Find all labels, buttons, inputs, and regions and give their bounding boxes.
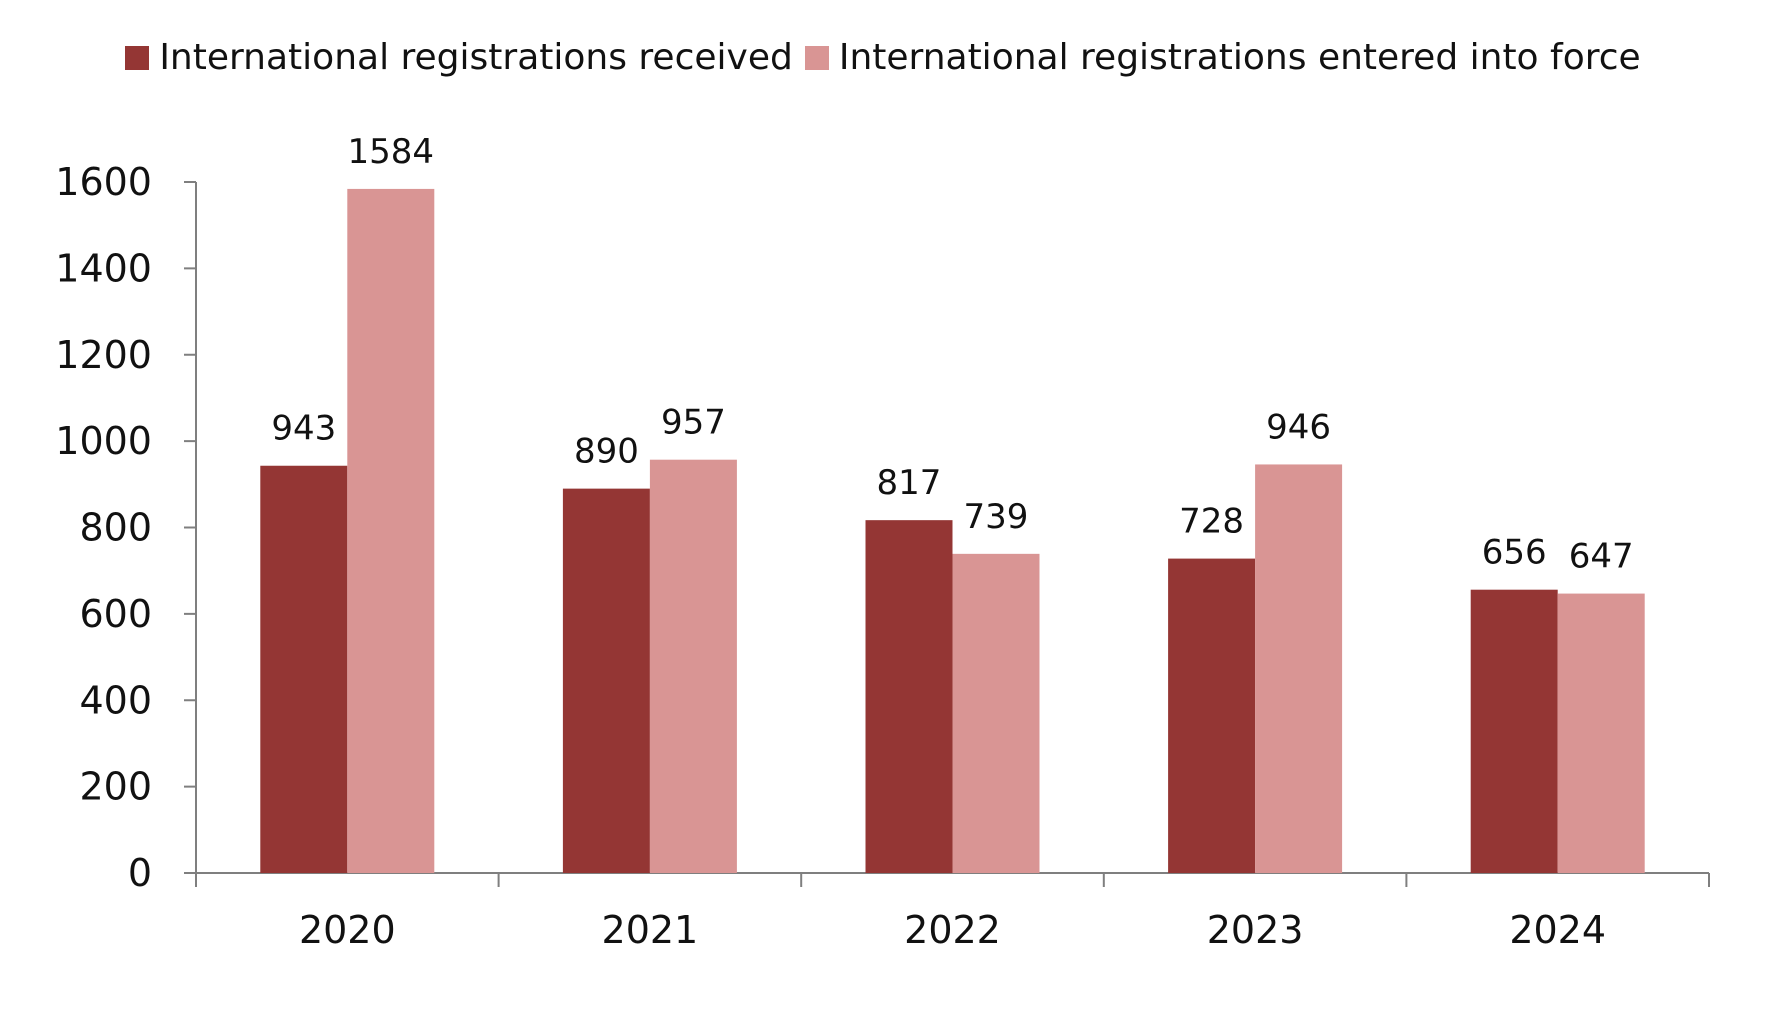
- bar-received: [1168, 559, 1255, 873]
- bar-received: [866, 520, 953, 873]
- data-label-received: 943: [271, 409, 336, 449]
- data-label-entered-into-force: 647: [1569, 537, 1634, 577]
- y-tick-label: 1400: [55, 246, 152, 290]
- data-label-entered-into-force: 1584: [348, 132, 435, 172]
- bar-entered-into-force: [650, 460, 737, 873]
- x-category-label: 2022: [904, 908, 1001, 952]
- y-tick-label: 800: [79, 506, 152, 550]
- bar-entered-into-force: [953, 554, 1040, 873]
- x-category-label: 2021: [602, 908, 699, 952]
- bar-received: [563, 489, 650, 873]
- data-label-entered-into-force: 957: [661, 403, 726, 443]
- bar-entered-into-force: [1558, 594, 1645, 873]
- data-labels-group: 943 1584 890 957 817 739 728 946 656 647: [271, 132, 1633, 577]
- bar-received: [1471, 590, 1558, 873]
- bar-received: [260, 466, 347, 873]
- bars-group: [260, 189, 1644, 873]
- y-tick-label: 0: [128, 851, 152, 895]
- data-label-received: 817: [877, 463, 942, 503]
- x-category-label: 2020: [299, 908, 396, 952]
- data-label-received: 890: [574, 432, 639, 472]
- data-label-entered-into-force: 946: [1266, 407, 1331, 447]
- y-tick-label: 400: [79, 678, 152, 722]
- y-axis: 0 200 400 600 800 1000 1200 1400 1600: [55, 160, 196, 895]
- x-axis: 2020 2021 2022 2023 2024: [196, 873, 1709, 952]
- y-tick-label: 1200: [55, 333, 152, 377]
- x-category-label: 2023: [1207, 908, 1304, 952]
- data-label-entered-into-force: 739: [964, 497, 1029, 537]
- data-label-received: 656: [1482, 533, 1547, 573]
- bar-entered-into-force: [347, 189, 434, 873]
- bar-entered-into-force: [1255, 464, 1342, 873]
- y-tick-label: 600: [79, 592, 152, 636]
- x-category-label: 2024: [1509, 908, 1606, 952]
- y-tick-label: 1600: [55, 160, 152, 204]
- y-tick-label: 1000: [55, 419, 152, 463]
- data-label-received: 728: [1179, 502, 1244, 542]
- y-tick-label: 200: [79, 765, 152, 809]
